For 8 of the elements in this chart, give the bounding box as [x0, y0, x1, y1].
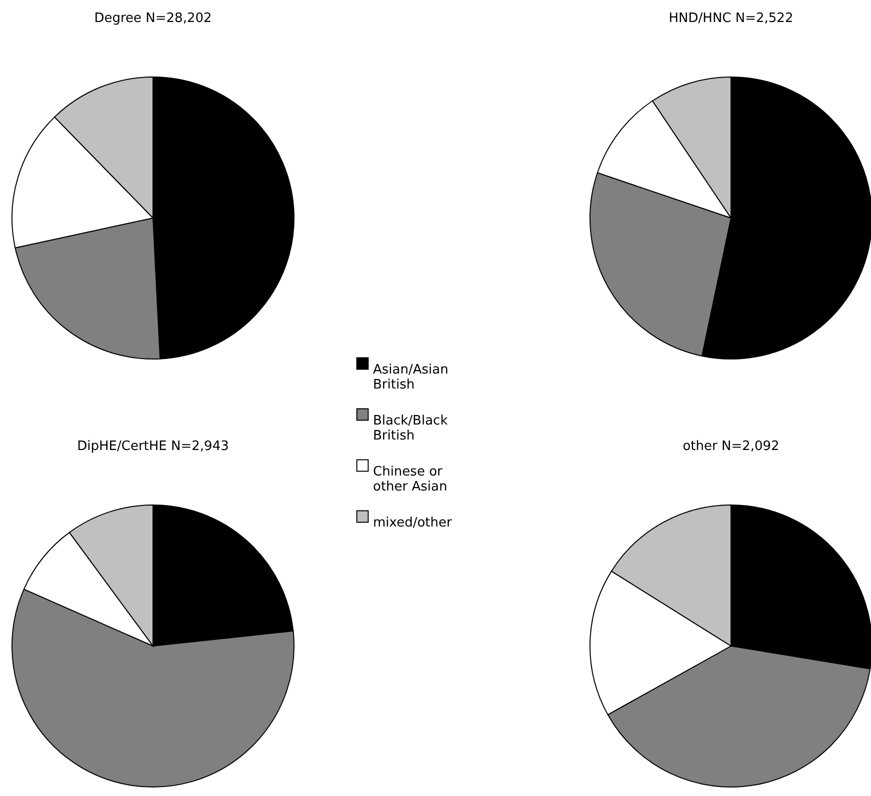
legend-label: mixed/other: [373, 516, 452, 530]
chart-title: Degree N=28,202: [94, 11, 212, 26]
legend-label: Chinese or other Asian: [373, 464, 448, 494]
chart-title: HND/HNC N=2,522: [668, 11, 794, 26]
legend-label: Black/Black British: [373, 414, 448, 444]
chart-title: other N=2,092: [682, 439, 780, 454]
legend-label: Asian/Asian British: [373, 362, 448, 392]
chart-title: DipHE/CertHE N=2,943: [77, 439, 229, 454]
